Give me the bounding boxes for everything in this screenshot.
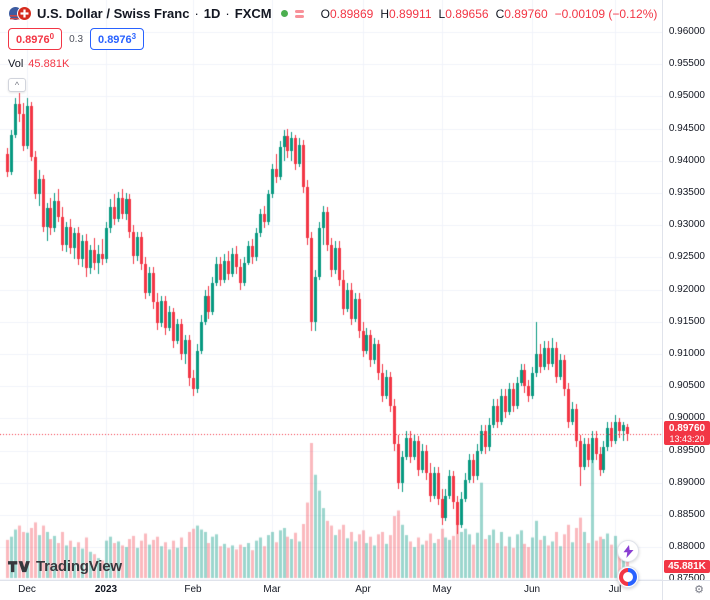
time-tick-label: Dec [18,584,36,595]
close-value: 0.89760 [504,6,548,21]
price-tick-label: 0.92500 [668,251,705,263]
chevron-up-icon: ^ [14,80,20,90]
separator-dot: · [225,6,230,21]
buy-price-sup: 3 [131,32,137,41]
volume-indicator-label[interactable]: Vol [8,58,24,70]
sell-price-button[interactable]: 0.89760 [8,28,63,50]
price-tick-label: 0.91000 [668,348,705,359]
low-label: L [438,6,446,21]
assistant-logo-icon [619,568,637,586]
price-tick-label: 0.95500 [668,58,705,70]
symbol-title[interactable]: U.S. Dollar / Swiss Franc [37,6,190,21]
spread-value: 0.3 [69,33,84,45]
price-tick-label: 0.88000 [668,541,705,553]
quote-row: 0.89760 0.3 0.89763 [8,28,657,50]
sell-price-sup: 0 [49,32,55,41]
price-tick-label: 0.91500 [668,315,705,327]
time-tick-label: Mar [263,584,281,595]
open-value: 0.89869 [329,6,374,21]
legend-menu-icon[interactable] [294,9,304,18]
price-tick-label: 0.89000 [668,476,705,488]
exchange-label[interactable]: FXCM [234,6,272,21]
market-status-dot-icon[interactable] [280,10,288,17]
assistant-button[interactable] [617,566,639,588]
pane-maximize-button[interactable]: ^ [8,78,26,92]
price-axis[interactable]: 0.89760 13:43:20 45.881K 0.96000 0.95500 0… [662,0,710,584]
currency-pair-flags-icon [8,6,32,21]
symbol-row: U.S. Dollar / Swiss Franc · 1D · FXCM O0… [8,6,657,21]
price-tick-label: 0.93500 [668,187,705,198]
price-tick-label: 0.96000 [668,26,705,37]
tradingview-logo[interactable]: TradingView [8,558,122,575]
price-tick-label: 0.92000 [668,283,705,295]
price-tick-label: 0.94500 [668,122,705,134]
buy-price-button[interactable]: 0.89763 [90,28,145,50]
tradingview-logo-text: TradingView [36,558,122,575]
volume-axis-badge: 45.881K [664,560,710,573]
price-tick-label: 0.88500 [668,509,705,521]
price-tick-label: 0.94000 [668,154,705,166]
chart-legend: U.S. Dollar / Swiss Franc · 1D · FXCM O0… [8,6,657,92]
quick-trade-button[interactable] [617,540,639,562]
open-label: O [320,6,330,21]
lightning-bolt-icon [623,544,633,558]
price-tick-label: 0.90000 [668,412,705,424]
time-axis[interactable]: Dec 2023 Feb Mar Apr May Jun Jul [0,580,662,600]
time-tick-label: Jun [523,584,541,595]
candlestick-chart-canvas[interactable] [0,0,662,580]
buy-price: 0.8976 [98,34,132,46]
high-value: 0.89911 [389,6,432,21]
current-price-label: 0.89760 [668,423,706,434]
ohlc-values: O0.89869 H0.89911 L0.89656 C0.89760 −0.0… [321,7,658,21]
axis-corner: ⚙ [662,580,710,600]
close-label: C [495,6,505,21]
time-tick-label: Jul [608,584,622,595]
time-tick-label: May [432,584,452,595]
price-tick-label: 0.89500 [668,444,705,456]
tradingview-logo-mark-icon [8,560,30,572]
price-tick-label: 0.93000 [668,219,705,231]
sell-price: 0.8976 [16,34,50,46]
price-tick-label: 0.87500 [668,573,705,585]
price-tick-label: 0.95000 [668,90,705,102]
time-tick-label: Apr [355,584,371,595]
low-value: 0.89656 [445,6,489,21]
price-tick-label: 0.90500 [668,380,705,392]
interval-label[interactable]: 1D [203,6,221,21]
separator-dot: · [194,6,199,21]
volume-indicator-value: 45.881K [28,58,70,70]
scale-settings-gear-icon[interactable]: ⚙ [694,584,704,596]
bar-countdown: 13:43:20 [669,434,705,444]
current-price-badge: 0.89760 13:43:20 [664,421,710,445]
volume-row: Vol 45.881K [8,58,657,70]
high-label: H [380,6,390,21]
time-tick-label: 2023 [94,584,118,595]
time-tick-label: Feb [184,584,202,595]
change-value: −0.00109 (−0.12%) [554,6,658,21]
